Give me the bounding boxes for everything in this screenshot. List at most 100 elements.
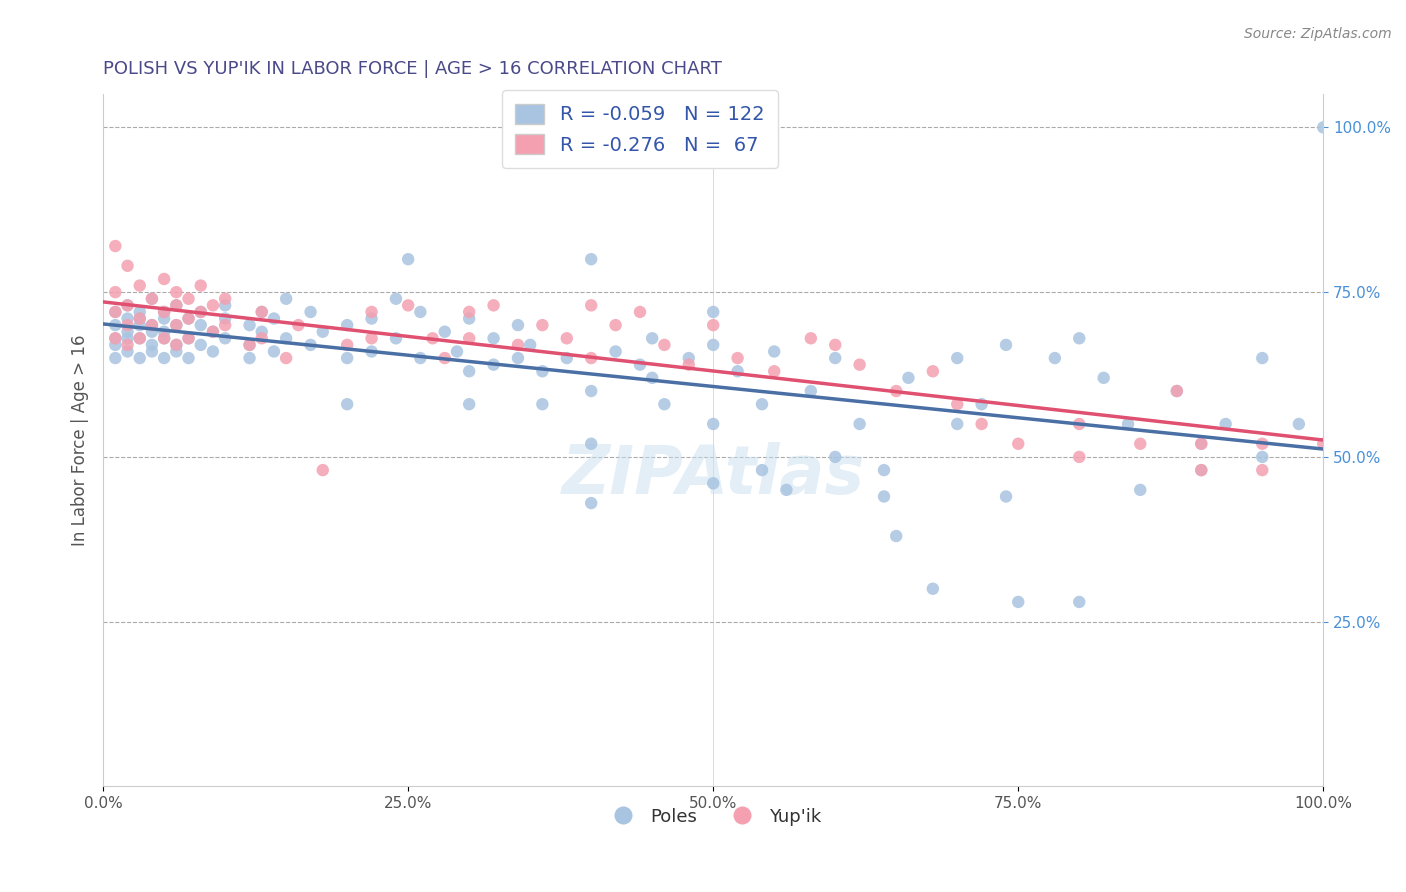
Text: ZIPAtlas: ZIPAtlas bbox=[561, 442, 865, 508]
Point bbox=[751, 397, 773, 411]
Point bbox=[117, 311, 139, 326]
Point bbox=[128, 278, 150, 293]
Point bbox=[1069, 595, 1091, 609]
Point bbox=[238, 338, 260, 352]
Point bbox=[1007, 436, 1029, 450]
Point bbox=[884, 384, 907, 398]
Point bbox=[165, 344, 187, 359]
Point bbox=[1069, 450, 1091, 464]
Point bbox=[446, 344, 468, 359]
Point bbox=[117, 298, 139, 312]
Point bbox=[433, 325, 456, 339]
Point bbox=[422, 331, 444, 345]
Point bbox=[128, 305, 150, 319]
Point bbox=[360, 305, 382, 319]
Point bbox=[104, 305, 127, 319]
Point bbox=[1007, 595, 1029, 609]
Point bbox=[1166, 384, 1188, 398]
Point bbox=[177, 331, 200, 345]
Point bbox=[153, 311, 176, 326]
Point bbox=[214, 331, 236, 345]
Point bbox=[458, 364, 481, 378]
Point bbox=[654, 338, 676, 352]
Point bbox=[263, 344, 285, 359]
Point bbox=[727, 351, 749, 365]
Point bbox=[458, 397, 481, 411]
Point bbox=[385, 292, 408, 306]
Point bbox=[531, 397, 554, 411]
Point bbox=[555, 331, 578, 345]
Point bbox=[385, 331, 408, 345]
Point bbox=[190, 305, 212, 319]
Point bbox=[104, 318, 127, 332]
Point bbox=[201, 325, 224, 339]
Point bbox=[177, 351, 200, 365]
Point bbox=[482, 358, 505, 372]
Point bbox=[201, 325, 224, 339]
Point bbox=[1251, 436, 1274, 450]
Point bbox=[763, 344, 786, 359]
Point bbox=[263, 311, 285, 326]
Point bbox=[141, 292, 163, 306]
Point bbox=[579, 298, 602, 312]
Point bbox=[104, 305, 127, 319]
Point bbox=[117, 338, 139, 352]
Point bbox=[1251, 351, 1274, 365]
Point bbox=[299, 305, 322, 319]
Point bbox=[360, 331, 382, 345]
Point bbox=[873, 490, 896, 504]
Point bbox=[1189, 463, 1212, 477]
Point bbox=[336, 338, 359, 352]
Point bbox=[312, 463, 335, 477]
Point bbox=[312, 325, 335, 339]
Point bbox=[104, 351, 127, 365]
Legend: Poles, Yup'ik: Poles, Yup'ik bbox=[598, 800, 828, 833]
Point bbox=[165, 318, 187, 332]
Point bbox=[165, 338, 187, 352]
Point bbox=[128, 331, 150, 345]
Point bbox=[506, 338, 529, 352]
Point bbox=[190, 338, 212, 352]
Point bbox=[824, 450, 846, 464]
Point bbox=[190, 278, 212, 293]
Point bbox=[104, 331, 127, 345]
Point bbox=[153, 351, 176, 365]
Point bbox=[238, 318, 260, 332]
Point bbox=[165, 285, 187, 300]
Point bbox=[1189, 463, 1212, 477]
Point bbox=[214, 298, 236, 312]
Point bbox=[433, 351, 456, 365]
Point bbox=[970, 397, 993, 411]
Point bbox=[946, 417, 969, 431]
Point bbox=[128, 351, 150, 365]
Point bbox=[250, 305, 273, 319]
Point bbox=[360, 344, 382, 359]
Point bbox=[1129, 483, 1152, 497]
Point bbox=[654, 397, 676, 411]
Point bbox=[824, 351, 846, 365]
Point bbox=[678, 351, 700, 365]
Point bbox=[409, 351, 432, 365]
Point bbox=[128, 318, 150, 332]
Point bbox=[458, 305, 481, 319]
Point bbox=[605, 318, 627, 332]
Point bbox=[995, 338, 1018, 352]
Point bbox=[482, 298, 505, 312]
Point bbox=[153, 331, 176, 345]
Point bbox=[190, 305, 212, 319]
Point bbox=[201, 344, 224, 359]
Point bbox=[1189, 436, 1212, 450]
Point bbox=[970, 417, 993, 431]
Point bbox=[1092, 371, 1115, 385]
Point bbox=[409, 305, 432, 319]
Point bbox=[1069, 417, 1091, 431]
Point bbox=[702, 417, 724, 431]
Point bbox=[214, 311, 236, 326]
Point bbox=[1129, 436, 1152, 450]
Point bbox=[165, 318, 187, 332]
Point bbox=[177, 331, 200, 345]
Point bbox=[1251, 463, 1274, 477]
Point bbox=[1189, 436, 1212, 450]
Point bbox=[921, 582, 943, 596]
Point bbox=[702, 305, 724, 319]
